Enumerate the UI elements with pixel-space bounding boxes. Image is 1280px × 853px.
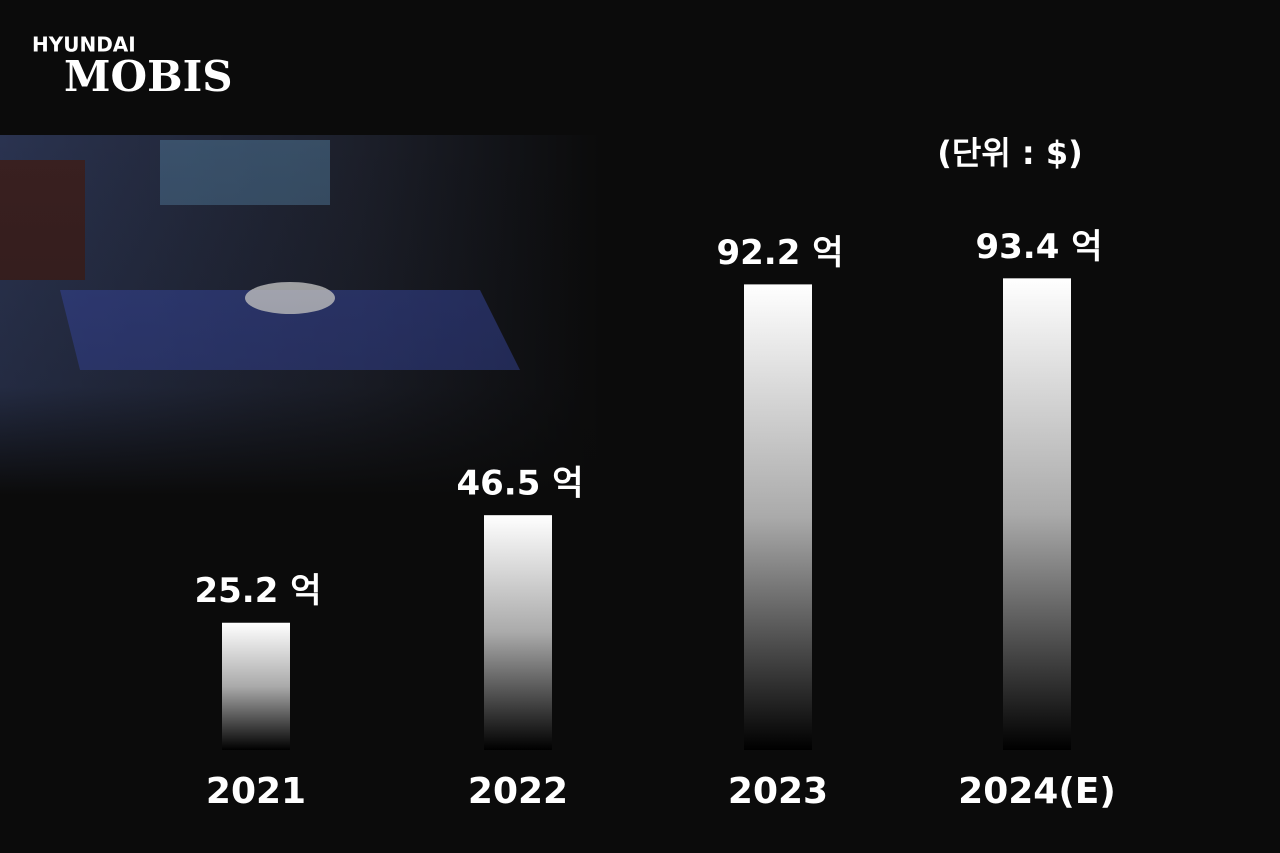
logo-line1: HYUNDAI (32, 33, 136, 57)
value-label: 25.2 억 (194, 571, 321, 611)
logo-line2: MOBIS (64, 52, 233, 101)
x-tick-label: 2023 (728, 771, 828, 812)
bar (484, 515, 552, 750)
bar (1003, 278, 1071, 750)
unit-note: (단위 : $) (937, 134, 1082, 172)
x-tick-label: 2022 (468, 771, 568, 812)
value-label: 93.4 억 (975, 227, 1102, 267)
photo (0, 135, 600, 495)
value-label: 92.2 억 (716, 233, 843, 273)
x-tick-label: 2021 (206, 771, 306, 812)
bar (222, 622, 290, 750)
bar (744, 284, 812, 750)
x-tick-label: 2024(E) (958, 771, 1116, 812)
value-label: 46.5 억 (456, 464, 583, 504)
